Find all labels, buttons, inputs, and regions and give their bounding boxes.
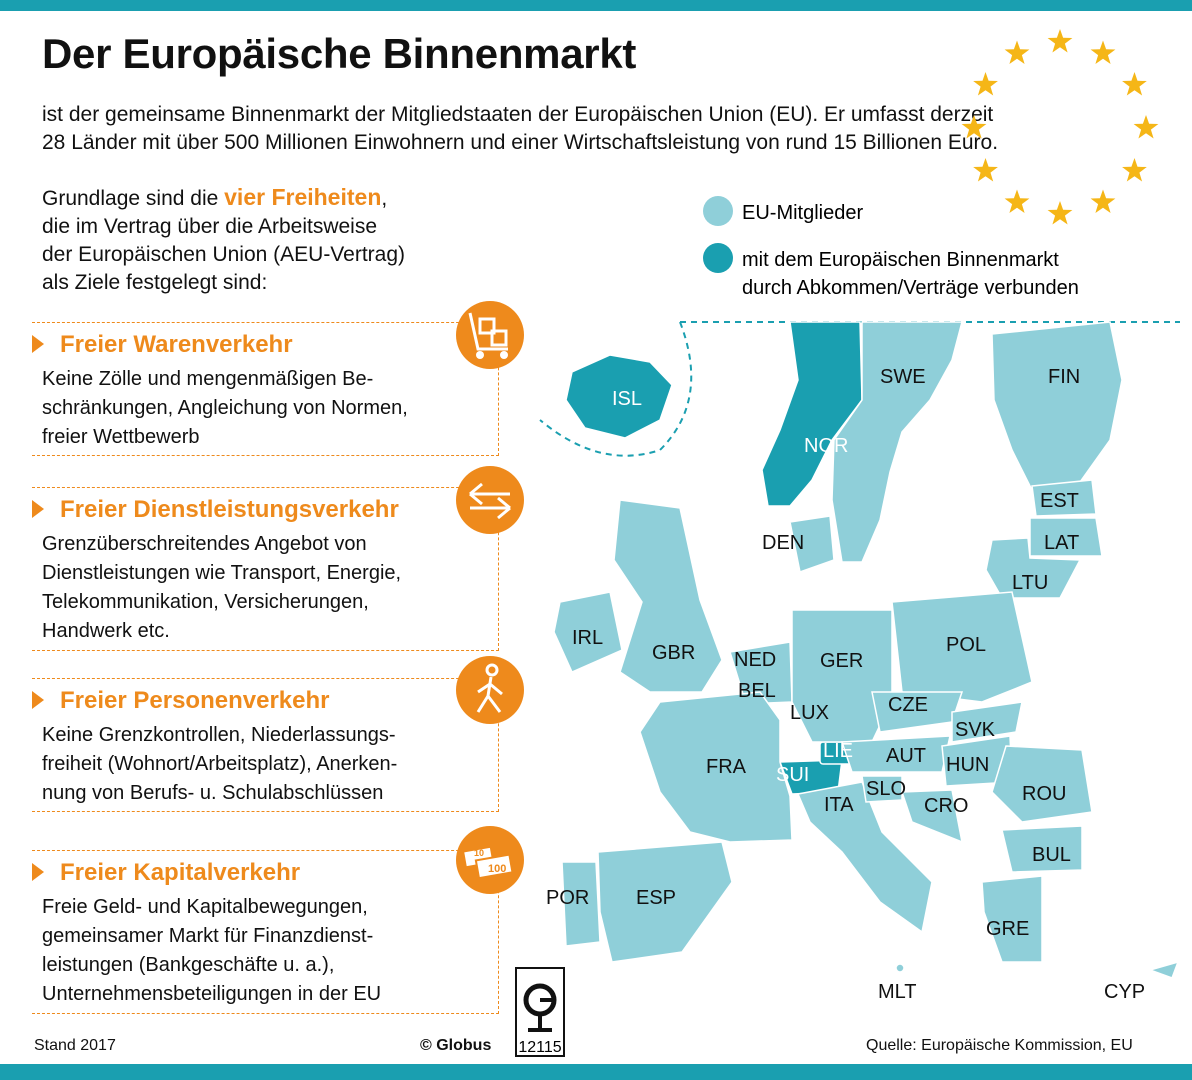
footer-date: Stand 2017 xyxy=(34,1037,116,1054)
legend-label: EU-Mitglieder xyxy=(742,202,863,224)
legend-label: durch Abkommen/Verträge verbunden xyxy=(742,277,1079,299)
country-label: GBR xyxy=(652,642,695,664)
freedom-text: schränkungen, Angleichung von Normen, xyxy=(42,397,408,419)
eu-star xyxy=(1047,29,1073,53)
country-label: NED xyxy=(734,649,776,671)
freedom-text: Handwerk etc. xyxy=(42,620,170,642)
freedom-text: Unternehmensbeteiligungen in der EU xyxy=(42,983,382,1005)
freedom-box: Freier Warenverkehr Keine Zölle und menge… xyxy=(32,322,499,456)
country-label: DEN xyxy=(762,532,804,554)
country-label: POL xyxy=(946,634,986,656)
freedom-text: nung von Berufs- u. Schulabschlüssen xyxy=(42,782,384,804)
country-label: HUN xyxy=(946,754,989,776)
bottom-bar xyxy=(0,1064,1192,1080)
country-label: IRL xyxy=(572,627,603,649)
eu-star xyxy=(1122,72,1147,96)
eu-star xyxy=(1004,40,1030,64)
freedom-arrow xyxy=(32,335,44,353)
basis-line: als Ziele festgelegt sind: xyxy=(42,271,268,294)
basis-text: , xyxy=(381,187,388,210)
footer-brand: © Globus xyxy=(420,1037,492,1054)
country-label: BUL xyxy=(1032,844,1071,866)
country-label: SLO xyxy=(866,778,906,800)
freedom-title: Freier Personenverkehr xyxy=(60,687,330,714)
country-label: SWE xyxy=(880,366,926,388)
eu-star xyxy=(1090,189,1116,213)
map xyxy=(539,321,1180,979)
freedom-text: Dienstleistungen wie Transport, Energie, xyxy=(42,562,402,584)
intro-line: 28 Länder mit über 500 Millionen Einwohn… xyxy=(42,131,999,154)
country-label: GRE xyxy=(986,918,1029,940)
basis-first-line: Grundlage sind die vier Freiheiten, xyxy=(42,183,387,213)
intro-line: ist der gemeinsame Binnenmarkt der Mitgl… xyxy=(42,103,994,126)
globus-number: 12115 xyxy=(518,1039,561,1056)
freedom-text: freier Wettbewerb xyxy=(42,426,200,448)
basis-text: Grundlage sind die xyxy=(42,187,219,210)
country-label: ITA xyxy=(824,794,854,816)
freedom-title: Freier Warenverkehr xyxy=(60,331,293,358)
country-label: SVK xyxy=(955,719,996,741)
freedom-arrow xyxy=(32,863,44,881)
globus-logo: 12115 xyxy=(515,967,565,1057)
country-label: ISL xyxy=(612,388,642,410)
country-label: ESP xyxy=(636,887,676,909)
country-label: LAT xyxy=(1044,532,1079,554)
freedom-arrow xyxy=(32,500,44,518)
country-label: LIE xyxy=(823,740,853,762)
country-label: BEL xyxy=(738,680,776,702)
freedom-title: Freier Kapitalverkehr xyxy=(60,859,301,886)
country-label: POR xyxy=(546,887,589,909)
legend-label: mit dem Europäischen Binnenmarkt xyxy=(742,249,1059,271)
freedom-text: freiheit (Wohnort/Arbeitsplatz), Anerken… xyxy=(42,753,398,775)
country-label: CYP xyxy=(1104,981,1145,1003)
eu-star xyxy=(973,158,998,182)
country-label: FRA xyxy=(706,756,747,778)
basis-highlight: vier Freiheiten xyxy=(224,184,382,210)
country-label: FIN xyxy=(1048,366,1080,388)
top-bar xyxy=(0,0,1192,11)
eu-star xyxy=(1090,40,1116,64)
freedom-text: leistungen (Bankgeschäfte u. a.), xyxy=(42,954,335,976)
country-label: GER xyxy=(820,650,863,672)
country-label: LUX xyxy=(790,702,829,724)
freedom-box: Freier Personenverkehr Keine Grenzkontrol… xyxy=(32,678,499,812)
country-label: NOR xyxy=(804,435,848,457)
basis-line: die im Vertrag über die Arbeitsweise xyxy=(42,215,378,238)
freedom-title: Freier Dienstleistungsverkehr xyxy=(60,496,399,523)
freedom-text: gemeinsamer Markt für Finanzdienst- xyxy=(42,925,374,947)
eu-star xyxy=(1004,189,1030,213)
country-label: AUT xyxy=(886,745,926,767)
eu-star xyxy=(1133,115,1159,139)
country-label: CRO xyxy=(924,795,968,817)
title: Der Europäische Binnenmarkt xyxy=(42,30,637,77)
country-label: EST xyxy=(1040,490,1079,512)
country-label: SUI xyxy=(776,764,809,786)
freedom-box: Freier Dienstleistungsverkehr Grenzübersc… xyxy=(32,487,499,651)
basis-line: der Europäischen Union (AEU-Vertrag) xyxy=(42,243,406,266)
eu-star xyxy=(973,72,998,96)
country-label: CZE xyxy=(888,694,928,716)
freedom-text: Freie Geld- und Kapitalbewegungen, xyxy=(42,896,368,918)
country-label: MLT xyxy=(878,981,917,1003)
freedom-text: Telekommunikation, Versicherungen, xyxy=(42,591,369,613)
freedom-box: Freier Kapitalverkehr Freie Geld- und Kap… xyxy=(32,850,499,1014)
freedom-text: Grenzüberschreitendes Angebot von xyxy=(42,533,367,555)
freedom-arrow xyxy=(32,691,44,709)
eu-star xyxy=(1122,158,1147,182)
eu-star xyxy=(1047,201,1073,225)
footer-source: Quelle: Europäische Kommission, EU xyxy=(866,1037,1133,1054)
legend-swatch xyxy=(703,243,733,273)
legend-swatch xyxy=(703,196,733,226)
freedom-text: Keine Zölle und mengenmäßigen Be- xyxy=(42,368,374,390)
country-label: ROU xyxy=(1022,783,1066,805)
map-labels: ISL NOR SWE FIN EST LAT LTU DEN IRL GBR NED BEL GER P… xyxy=(546,366,1145,1003)
freedom-text: Keine Grenzkontrollen, Niederlassungs- xyxy=(42,724,396,746)
country-label: LTU xyxy=(1012,572,1048,594)
